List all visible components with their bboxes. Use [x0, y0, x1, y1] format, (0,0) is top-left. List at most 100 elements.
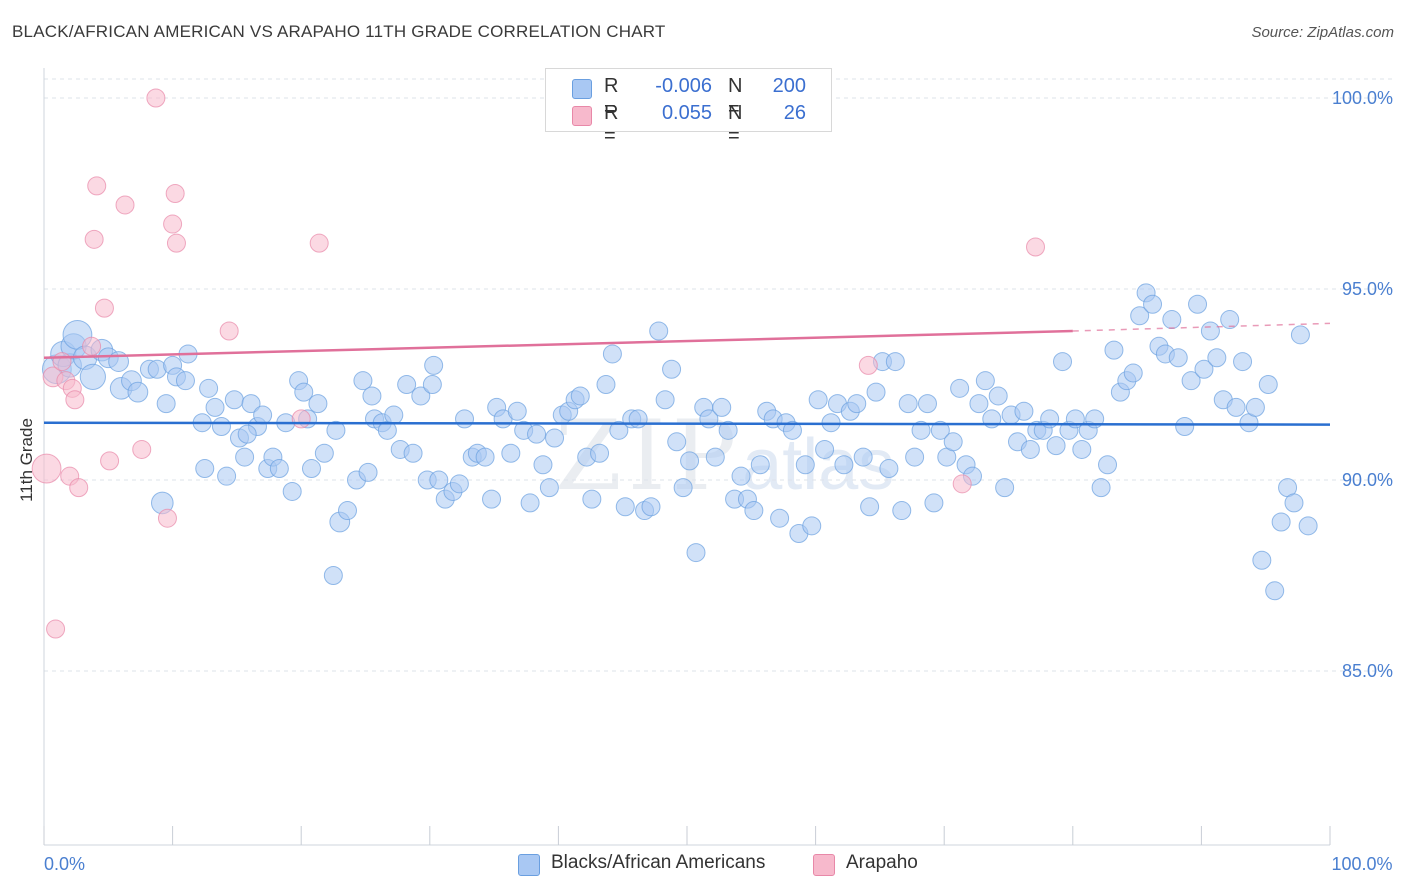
- blacks-point: [969, 394, 989, 414]
- blacks-point: [507, 401, 527, 421]
- blacks-point: [1181, 371, 1201, 391]
- blacks-point: [1258, 375, 1278, 394]
- blacks-point: [582, 489, 602, 509]
- legend-swatch-blue: [572, 79, 592, 99]
- blacks-point: [731, 466, 751, 486]
- arapaho-point: [94, 298, 114, 318]
- y-axis-label: 11th Grade: [17, 418, 36, 502]
- blacks-point: [649, 321, 669, 341]
- blacks-point: [353, 371, 373, 391]
- arapaho-point: [157, 508, 177, 528]
- blacks-point: [860, 497, 880, 517]
- blacks-point: [782, 420, 802, 440]
- blacks-point: [602, 344, 622, 364]
- blacks-point: [156, 394, 176, 414]
- blacks-point: [930, 420, 950, 440]
- y-tick-label: 85.0%: [1342, 661, 1393, 681]
- blacks-point: [449, 474, 469, 494]
- blacks-point: [975, 371, 995, 391]
- blacks-point: [384, 405, 404, 425]
- bottom-legend-label: Blacks/African Americans: [551, 852, 766, 873]
- arapaho-point: [858, 355, 878, 375]
- legend-r-value: -0.006: [655, 75, 712, 97]
- blacks-point: [314, 443, 334, 463]
- blacks-point: [744, 501, 764, 521]
- blacks-point: [673, 478, 693, 498]
- blacks-point: [411, 386, 431, 406]
- y-tick-label: 90.0%: [1342, 470, 1393, 490]
- blacks-point: [520, 493, 540, 513]
- blacks-point: [847, 394, 867, 414]
- arapaho-point: [163, 214, 183, 234]
- blacks-point: [641, 497, 661, 517]
- stats-legend: R = -0.006 N = 200 R = 0.055 N = 26: [545, 68, 832, 147]
- blacks-point: [943, 432, 963, 452]
- blacks-point: [1207, 348, 1227, 368]
- blacks-point: [337, 501, 357, 521]
- blacks-point: [1046, 436, 1066, 456]
- blacks-point: [667, 432, 687, 452]
- blacks-point: [237, 424, 257, 444]
- blacks-point: [294, 382, 314, 402]
- arapaho-point: [309, 233, 329, 253]
- blacks-point: [1175, 417, 1195, 437]
- blacks-point: [680, 451, 700, 471]
- arapaho-point: [291, 409, 311, 429]
- blacks-point: [808, 390, 828, 410]
- blacks-point: [195, 459, 215, 479]
- blacks-point: [282, 481, 302, 501]
- arapaho-point: [65, 390, 85, 410]
- arapaho-point: [84, 229, 104, 249]
- blacks-point: [1123, 363, 1143, 383]
- blacks-point: [127, 381, 149, 403]
- bottom-legend-swatch-pink: [813, 854, 835, 876]
- blacks-point: [1233, 352, 1253, 372]
- bottom-legend-swatch-blue: [518, 854, 540, 876]
- blacks-point: [795, 455, 815, 475]
- blacks-point: [590, 443, 610, 463]
- blacks-point: [175, 371, 195, 391]
- blacks-point: [712, 397, 732, 417]
- blacks-point: [1014, 401, 1034, 421]
- blacks-point: [917, 394, 937, 414]
- blacks-point: [1072, 439, 1092, 459]
- blacks-point: [1265, 581, 1285, 601]
- bottom-legend-label: Arapaho: [846, 852, 918, 873]
- blacks-point: [1220, 310, 1240, 330]
- blacks-point: [429, 470, 449, 490]
- blacks-point: [770, 508, 790, 528]
- blacks-point: [885, 352, 905, 372]
- blacks-point: [455, 409, 475, 429]
- blacks-point: [866, 382, 886, 402]
- blacks-point: [1130, 306, 1150, 326]
- blacks-point: [545, 428, 565, 448]
- arapaho-point: [146, 88, 166, 108]
- points-layer: [31, 88, 1318, 639]
- blacks-point: [898, 394, 918, 414]
- blacks-point: [950, 378, 970, 398]
- blacks-point: [718, 420, 738, 440]
- x-tick-label: 0.0%: [44, 854, 85, 874]
- blacks-point: [995, 478, 1015, 498]
- blacks-point: [224, 390, 244, 410]
- blacks-point: [205, 397, 225, 417]
- blacks-point: [1226, 397, 1246, 417]
- blacks-point: [424, 355, 444, 375]
- blacks-point: [1098, 455, 1118, 475]
- arapaho-point: [1026, 237, 1046, 257]
- blacks-point: [655, 390, 675, 410]
- blacks-point: [235, 447, 255, 467]
- arapaho-point: [82, 336, 102, 356]
- blacks-point: [686, 543, 706, 563]
- blacks-point: [269, 459, 289, 479]
- blacks-point: [705, 447, 725, 467]
- arapaho-point: [132, 439, 152, 459]
- blacks-point: [1020, 439, 1040, 459]
- blacks-point: [853, 447, 873, 467]
- y-tick-label: 100.0%: [1332, 88, 1393, 108]
- blacks-point: [1053, 352, 1073, 372]
- blacks-point: [662, 359, 682, 379]
- blacks-point: [988, 386, 1008, 406]
- blacks-point: [1298, 516, 1318, 536]
